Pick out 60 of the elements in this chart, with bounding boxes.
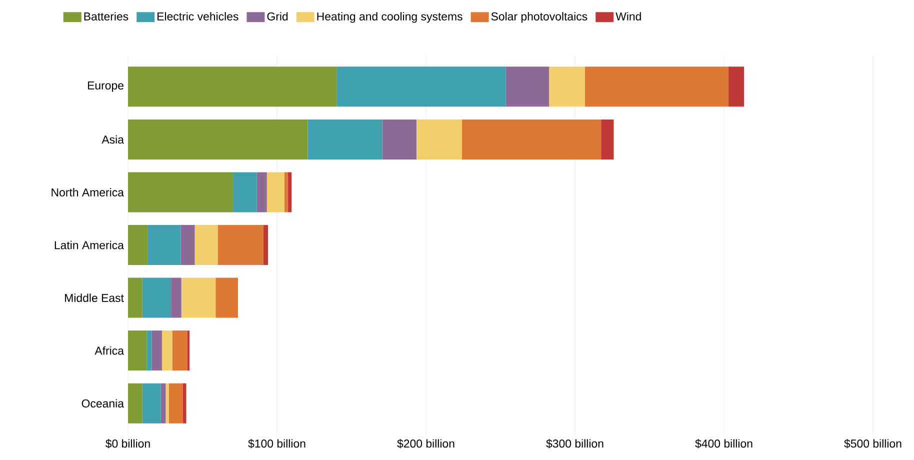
bar (462, 119, 602, 160)
bar (601, 119, 614, 160)
bar (288, 172, 292, 212)
bar (128, 278, 142, 318)
bar (218, 225, 264, 266)
bar (171, 278, 182, 318)
bar (128, 225, 148, 266)
bar (162, 330, 172, 371)
y-tick-label: Europe (88, 82, 124, 92)
bar (152, 330, 162, 371)
bar (266, 172, 284, 212)
legend-label: Wind (616, 12, 641, 20)
legend-label: Solar photovoltaics (491, 12, 588, 23)
bar (142, 278, 172, 318)
bar (166, 383, 169, 424)
bar (160, 383, 166, 424)
bar (256, 172, 267, 212)
legend-label: Electric vehicles (158, 12, 238, 20)
bar (128, 330, 147, 371)
x-tick-label: $500 billion (844, 439, 902, 448)
legend-label: Batteries (84, 12, 128, 20)
x-tick-label: $0 billion (106, 439, 150, 448)
bar (128, 172, 234, 212)
bar (128, 119, 308, 160)
bar (308, 119, 382, 160)
bar (584, 66, 728, 107)
x-tick-label: $100 billion (248, 439, 306, 448)
bar (172, 330, 188, 371)
y-tick-label: Latin America (54, 240, 124, 250)
bar (728, 66, 744, 107)
bar (382, 119, 416, 160)
bar (336, 66, 506, 107)
bar (194, 225, 218, 266)
bar (128, 66, 337, 107)
legend-label: Grid (267, 12, 288, 20)
x-tick-label: $200 billion (397, 439, 454, 448)
bar (187, 330, 190, 371)
bar (128, 383, 142, 424)
y-tick-label: Middle East (65, 294, 124, 302)
x-tick-label: $300 billion (546, 439, 604, 448)
bar (142, 383, 161, 424)
bar (263, 225, 268, 266)
bar (182, 383, 186, 424)
x-tick-label: $400 billion (695, 439, 752, 448)
bar (416, 119, 462, 160)
bar (168, 383, 183, 424)
bar (181, 278, 216, 318)
bar (148, 225, 181, 266)
bar (146, 330, 152, 371)
bar (216, 278, 238, 318)
y-tick-label: North America (52, 188, 124, 196)
y-tick-label: Africa (94, 346, 124, 355)
legend-label: Heating and cooling systems (317, 12, 462, 23)
y-tick-label: Oceania (82, 399, 124, 408)
bar (284, 172, 288, 212)
bar (549, 66, 585, 107)
y-tick-label: Asia (102, 135, 124, 144)
bar (180, 225, 195, 266)
bar (506, 66, 550, 107)
bar (233, 172, 257, 212)
